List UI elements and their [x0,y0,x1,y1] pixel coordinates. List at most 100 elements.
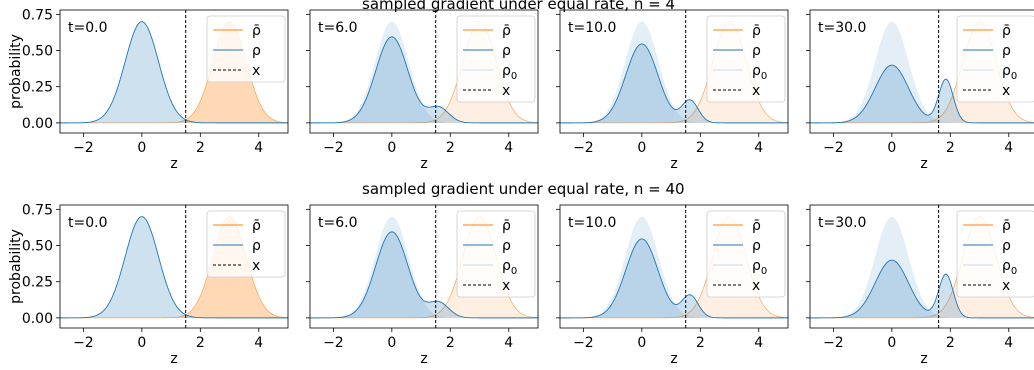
series-rho-line [60,21,288,124]
y-tick-label: 0.25 [22,275,53,291]
row-title-n40: sampled gradient under equal rate, n = 4… [362,180,685,198]
legend-box [456,15,536,103]
x-tick-label: 0 [137,140,146,156]
legend-box [706,210,786,298]
legend-box [206,15,286,83]
x-tick-label: 4 [754,140,763,156]
series-rho-line [310,36,538,124]
time-annotation: t=30.0 [818,20,866,36]
legend-label: ρ [252,238,261,254]
x-tick-label: 2 [196,140,205,156]
y-tick-label: 0.25 [22,80,53,96]
y-tick-label: 0.00 [22,116,53,132]
x-tick-label: −2 [73,335,94,351]
x-tick-label: −2 [573,335,594,351]
axes-frame [59,204,289,329]
y-tick-label: 0.75 [22,202,53,218]
x-tick-label: 2 [196,335,205,351]
legend-label: x [252,63,260,79]
y-tick-label: 0.50 [22,239,53,255]
legend-label: ρ [752,238,761,254]
y-axis-label: probability [8,34,24,109]
series-rho-area [310,231,538,318]
series-rho-line [560,238,788,319]
time-annotation: t=30.0 [818,215,866,231]
x-tick-label: 0 [637,140,646,156]
series-rho0-area [560,216,788,318]
legend-label: ρ̄ [752,23,761,39]
series-rho-area [810,260,1034,318]
legend-label: ρ̄ [252,218,261,234]
series-rho-line [810,64,1034,124]
x-tick-label: 2 [446,335,455,351]
x-axis-label: z [920,351,927,367]
y-tick-label: 0.50 [22,44,53,60]
legend-label: ρ̄ [1002,23,1011,39]
legend-label: x [1002,83,1010,99]
panel-1: −2 0 2 4 z 0.00 0.25 0.50 0.75 probability t=0.0 ρ̄… [8,7,289,172]
x-tick-label: 4 [1004,140,1013,156]
x-tick-label: 0 [137,335,146,351]
x-tick-label: −2 [323,335,344,351]
time-annotation: t=0.0 [68,20,107,36]
legend-label: ρ̄ [252,23,261,39]
legend-label: x [1002,278,1010,294]
legend-label: x [502,278,510,294]
x-tick-label: −2 [573,140,594,156]
x-tick-label: −2 [823,140,844,156]
legend-label: ρ [1002,238,1011,254]
legend-label: x [502,83,510,99]
x-tick-label: 4 [504,140,513,156]
series-rho-line [310,231,538,319]
y-axis-label: probability [8,229,24,304]
row-title-n40-text: sampled gradient under equal rate, n = 4… [362,180,685,198]
series-rho-area [310,36,538,123]
x-tick-label: 4 [1004,335,1013,351]
series-rho0-area [810,216,1034,318]
time-annotation: t=10.0 [568,215,616,231]
x-axis-label: z [170,351,177,367]
series-rho-line [560,43,788,124]
legend-label: x [752,278,760,294]
legend: ρ̄ ρx [206,210,286,278]
legend-label: x [752,83,760,99]
x-tick-label: −2 [323,140,344,156]
series-rho0-area [810,21,1034,123]
legend-label: ρ̄ [502,218,511,234]
x-tick-label: 0 [387,335,396,351]
x-axis-label: z [170,156,177,172]
legend-box [956,15,1034,103]
x-tick-label: 0 [887,140,896,156]
x-tick-label: 2 [446,140,455,156]
legend-box [456,210,536,298]
x-axis-label: z [920,156,927,172]
x-tick-label: 0 [887,335,896,351]
legend-label: ρ̄ [752,218,761,234]
legend-label: ρ [252,43,261,59]
x-tick-label: 2 [696,140,705,156]
legend-label: ρ [502,238,511,254]
x-axis-label: z [670,351,677,367]
legend-label: ρ [502,43,511,59]
axes-frame [809,9,1034,134]
y-tick-label: 0.00 [22,311,53,327]
x-axis-label: z [420,351,427,367]
series-rho-area [560,43,788,123]
x-tick-label: 4 [254,335,263,351]
legend: ρ̄ ρx [206,15,286,83]
x-tick-label: −2 [73,140,94,156]
axes-frame [559,204,789,329]
time-annotation: t=10.0 [568,20,616,36]
axes-frame [809,204,1034,329]
y-tick-label: 0.75 [22,7,53,23]
legend-label: x [252,258,260,274]
